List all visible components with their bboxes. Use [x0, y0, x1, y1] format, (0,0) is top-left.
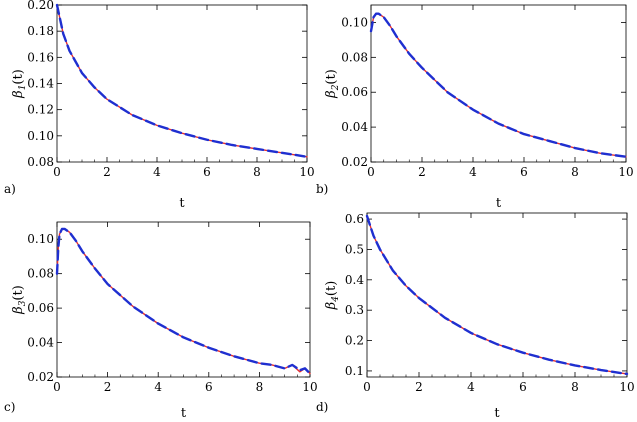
x-tick-label: 8 — [571, 380, 579, 394]
y-axis-label: β1(t) — [11, 69, 28, 99]
panel-2: 0 2 4 6 8 10 0.02 0.04 0.06 0.08 0.10 t β2(t) b) — [316, 4, 634, 211]
plot-frame — [370, 4, 627, 163]
x-axis-label: t — [496, 196, 502, 211]
x-tick-label: 6 — [520, 165, 528, 179]
y-tick-label: 0.20 — [27, 0, 54, 12]
y-tick-label: 0.02 — [27, 370, 54, 384]
series-line-solid — [56, 4, 308, 158]
x-tick-label: 0 — [53, 165, 61, 179]
y-tick-label: 0.04 — [27, 336, 54, 350]
x-tick-label: 6 — [205, 380, 213, 394]
series-line-dashed — [369, 12, 628, 158]
x-tick-label: 0 — [367, 165, 375, 179]
x-tick-label: 8 — [253, 165, 261, 179]
y-tick-label: 0.08 — [27, 267, 54, 281]
panel-label: d) — [316, 400, 328, 414]
panel-3: 0 2 4 6 8 10 0.02 0.04 0.06 0.08 0.10 t β3(t) c) — [4, 221, 318, 421]
y-tick-label: 0.08 — [341, 50, 368, 64]
y-tick-label: 0.3 — [345, 303, 364, 317]
x-tick-label: 6 — [203, 165, 211, 179]
panel-label: c) — [4, 400, 15, 414]
y-axis-label: β4(t) — [324, 281, 341, 311]
x-tick-label: 10 — [302, 380, 317, 394]
y-tick-label: 0.10 — [341, 15, 368, 29]
x-tick-label: 4 — [154, 380, 162, 394]
series-line-solid — [366, 215, 628, 375]
y-tick-label: 0.5 — [345, 242, 364, 256]
x-tick-label: 10 — [299, 165, 314, 179]
plot-frame — [56, 221, 311, 378]
plot-frame — [366, 212, 628, 378]
panel-label: b) — [316, 182, 328, 196]
x-tick-label: 4 — [469, 165, 477, 179]
x-tick-label: 8 — [256, 380, 264, 394]
series-line-dashed — [365, 214, 629, 376]
y-tick-label: 0.4 — [345, 273, 364, 287]
y-tick-label: 0.1 — [345, 364, 364, 378]
plot-frame — [56, 4, 308, 163]
y-tick-label: 0.16 — [27, 50, 54, 64]
x-tick-label: 2 — [103, 165, 111, 179]
x-tick-label: 2 — [418, 165, 426, 179]
x-tick-label: 6 — [519, 380, 527, 394]
y-tick-label: 0.6 — [345, 212, 364, 226]
y-tick-label: 0.12 — [27, 103, 54, 117]
x-tick-label: 10 — [618, 165, 633, 179]
panel-4: 0 2 4 6 8 10 0.1 0.2 0.3 0.4 0.5 0.6 t β4(t) d) — [316, 212, 635, 421]
panel-1: 0 2 4 6 8 10 0.08 0.10 0.12 0.14 0.16 0.18 0.20 t β1(t… — [4, 0, 315, 211]
y-tick-label: 0.06 — [341, 85, 368, 99]
x-axis-label: t — [494, 406, 500, 421]
y-axis-label: β3(t) — [11, 285, 28, 315]
x-axis-label: t — [181, 406, 187, 421]
y-tick-label: 0.18 — [27, 24, 54, 38]
x-tick-label: 8 — [571, 165, 579, 179]
x-tick-label: 4 — [467, 380, 475, 394]
y-tick-label: 0.14 — [27, 77, 54, 91]
x-tick-label: 4 — [153, 165, 161, 179]
series-line-dashed — [55, 3, 309, 158]
x-tick-label: 2 — [104, 380, 112, 394]
y-tick-label: 0.06 — [27, 301, 54, 315]
x-tick-label: 2 — [415, 380, 423, 394]
y-tick-label: 0.10 — [27, 129, 54, 143]
x-tick-label: 0 — [53, 380, 61, 394]
y-tick-label: 0.08 — [27, 155, 54, 169]
x-axis-label: t — [179, 196, 185, 211]
series-line-solid — [56, 228, 311, 375]
x-tick-label: 10 — [619, 380, 634, 394]
series-line-dashed — [55, 227, 312, 375]
series-line-solid — [370, 13, 627, 158]
y-tick-label: 0.10 — [27, 232, 54, 246]
x-tick-label: 0 — [363, 380, 371, 394]
y-tick-label: 0.2 — [345, 334, 364, 348]
panel-label: a) — [4, 182, 16, 196]
y-tick-label: 0.02 — [341, 155, 368, 169]
y-tick-label: 0.04 — [341, 120, 368, 134]
y-axis-label: β2(t) — [324, 69, 341, 99]
